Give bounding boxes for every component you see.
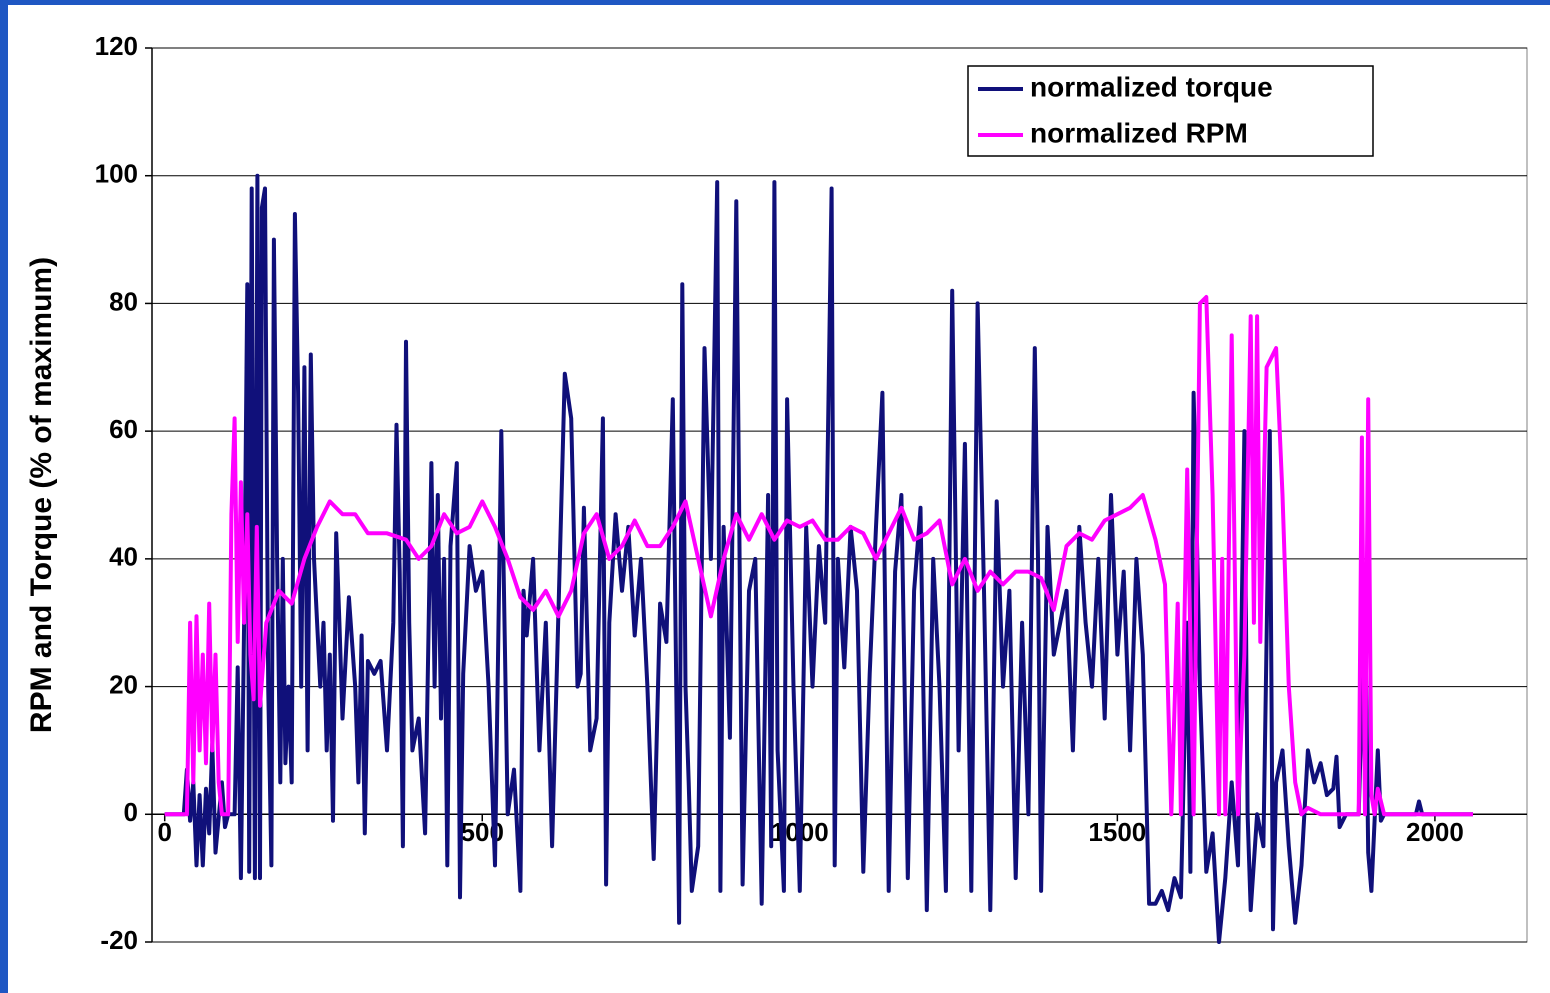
y-axis-title: RPM and Torque (% of maximum): [25, 257, 58, 733]
x-tick-label: 2000: [1406, 817, 1464, 847]
legend-label: normalized torque: [1030, 71, 1273, 102]
x-tick-label: 0: [157, 817, 171, 847]
x-tick-label: 1500: [1088, 817, 1146, 847]
series-line: [164, 295, 1473, 817]
legend-box: [967, 65, 1374, 157]
plot-area: [151, 47, 1528, 943]
y-tick-label: 120: [95, 31, 138, 61]
y-tick-label: 0: [124, 797, 138, 827]
y-tick-label: 60: [109, 414, 138, 444]
y-tick-label: 20: [109, 669, 138, 699]
y-tick-label: 40: [109, 542, 138, 572]
y-tick-label: -20: [100, 925, 138, 955]
legend-label: normalized RPM: [1030, 117, 1248, 148]
y-tick-label: 100: [95, 159, 138, 189]
series-line: [164, 173, 1473, 944]
y-tick-label: 80: [109, 286, 138, 316]
